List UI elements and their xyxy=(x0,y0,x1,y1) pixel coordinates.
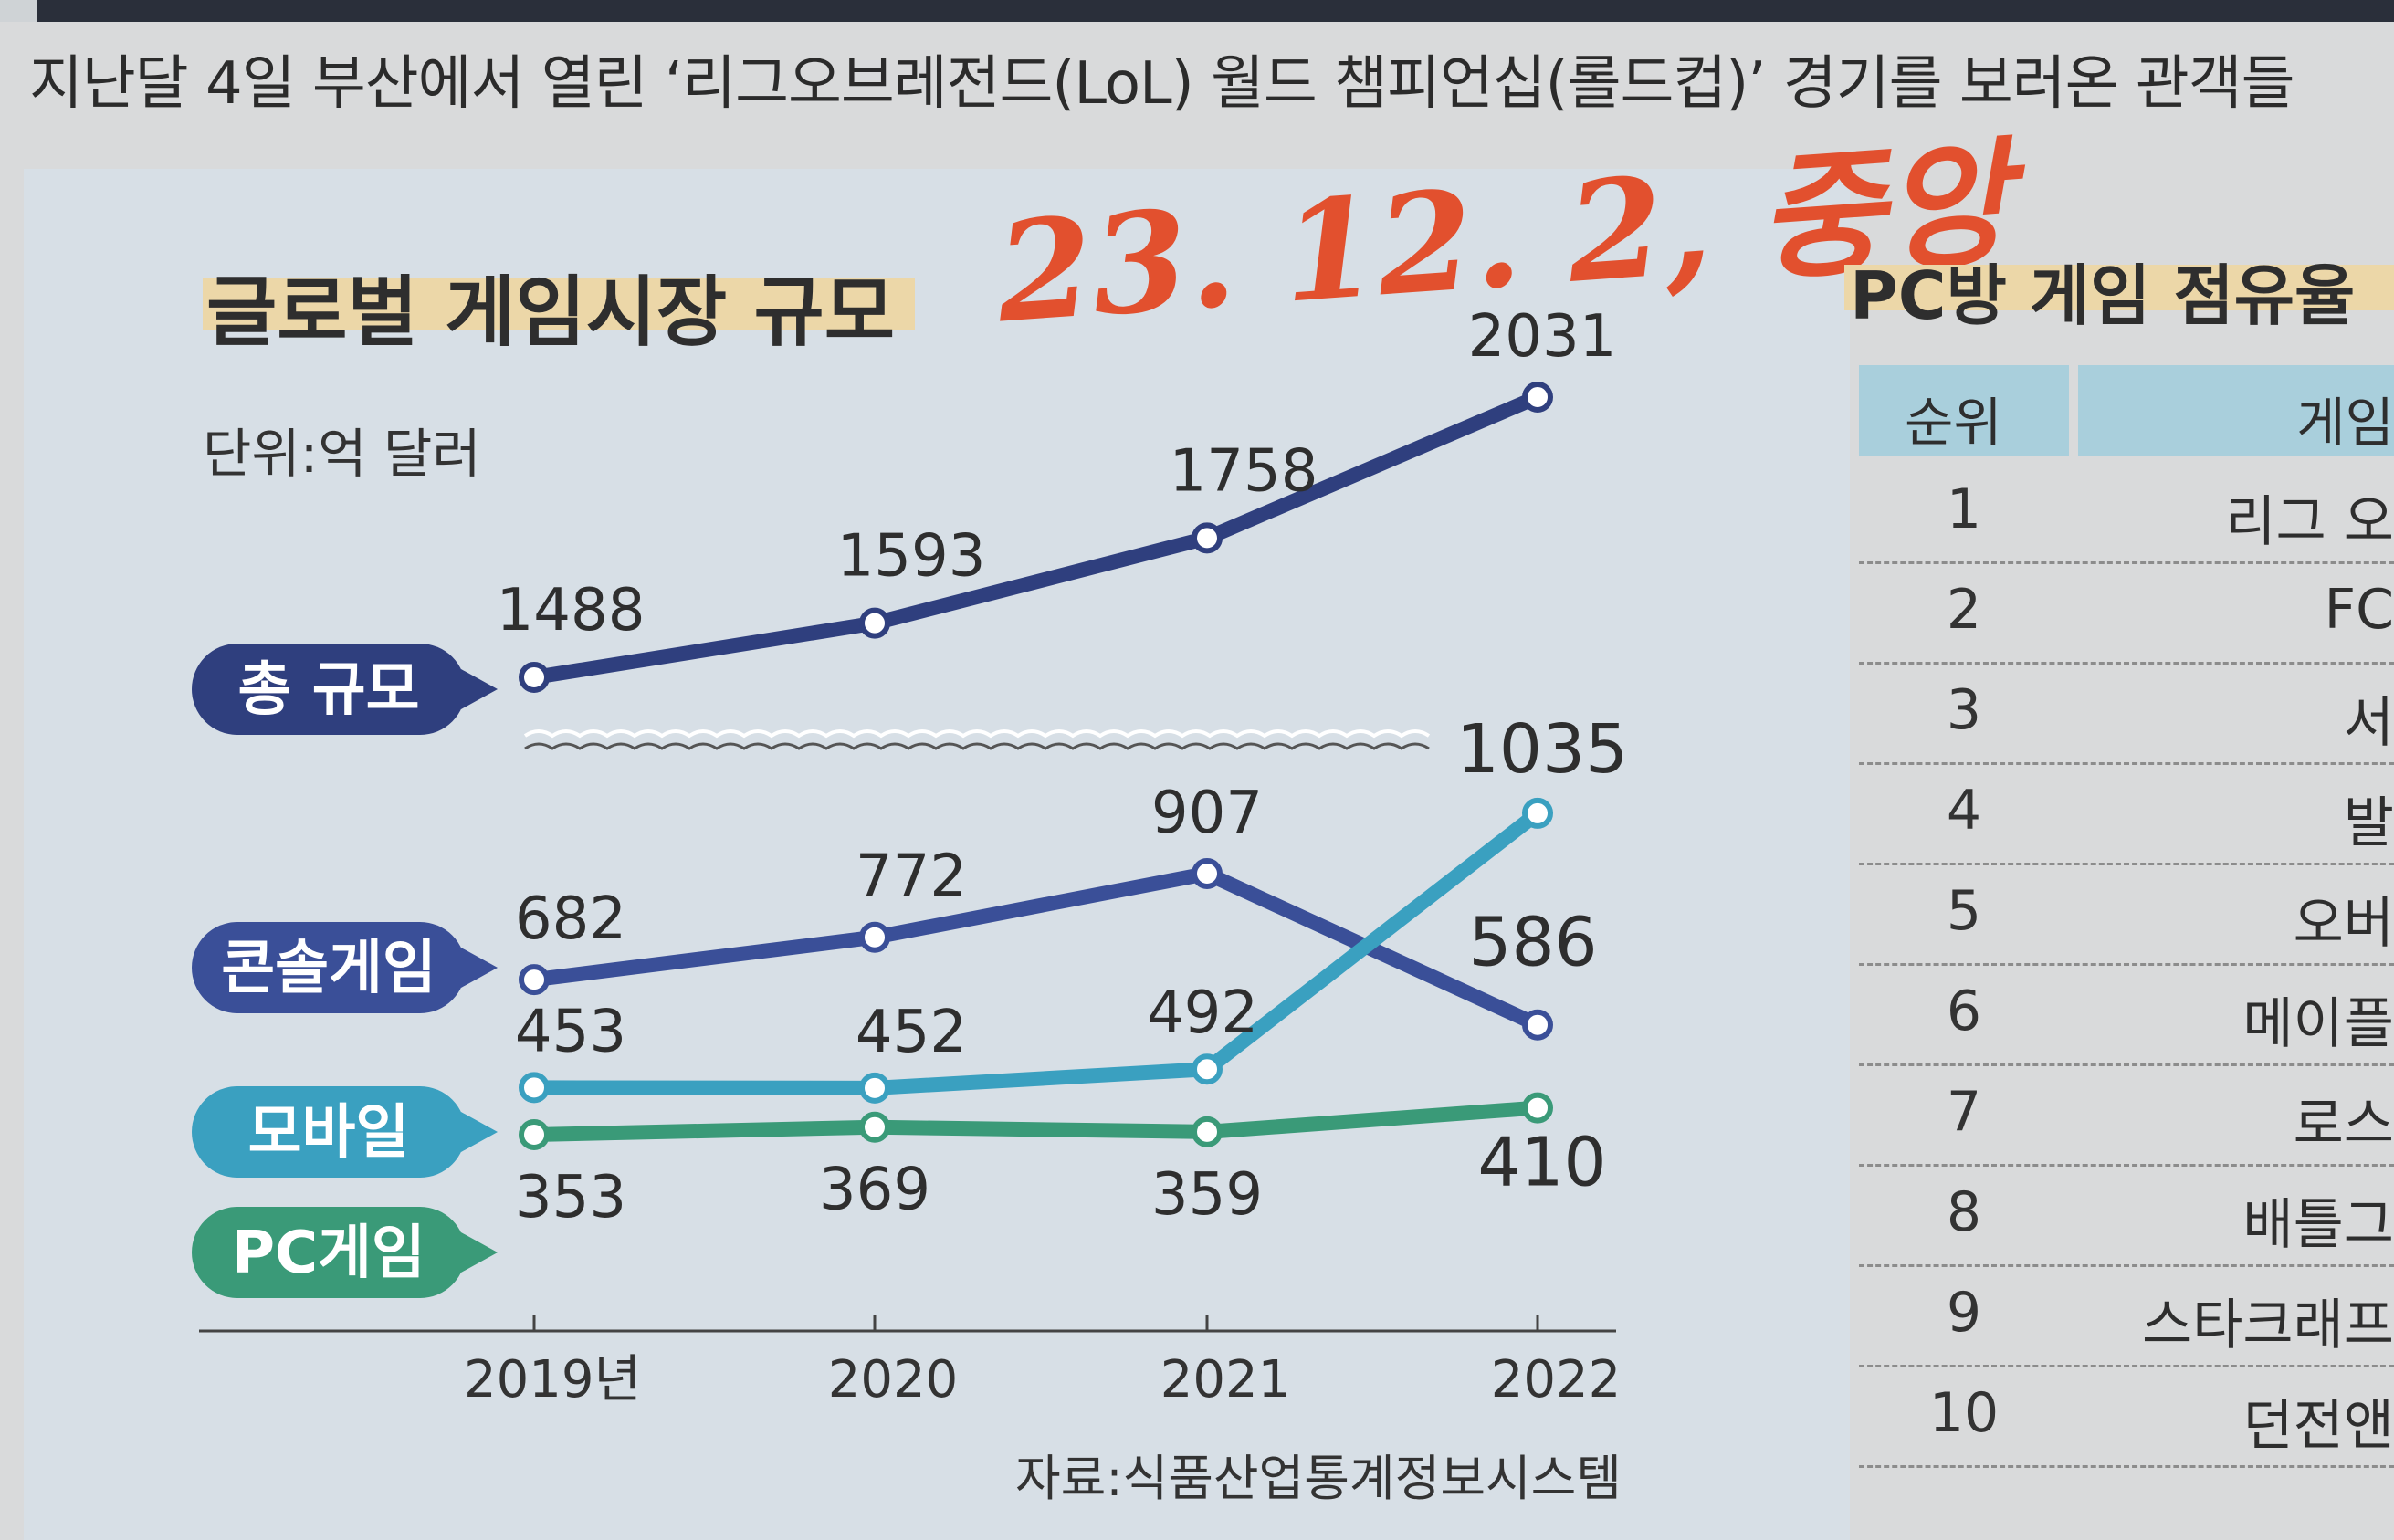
game-cell: 리그 오 xyxy=(2225,490,2394,554)
data-point xyxy=(1522,797,1553,829)
game-cell: 로스 xyxy=(2293,1093,2394,1157)
game-cell: 던전앤 xyxy=(2242,1394,2394,1458)
data-label: 492 xyxy=(1147,980,1258,1047)
data-label: 369 xyxy=(819,1157,930,1224)
data-point xyxy=(1522,382,1553,413)
data-label: 1758 xyxy=(1170,437,1318,505)
legend-pill xyxy=(192,1086,466,1178)
data-point xyxy=(1192,1053,1223,1085)
table-row: 5 오버 xyxy=(1859,863,2394,966)
data-label: 410 xyxy=(1477,1124,1606,1202)
rank-cell: 6 xyxy=(1946,980,1982,1043)
series-line xyxy=(527,1100,1545,1142)
data-point xyxy=(519,964,550,996)
legend-pointer xyxy=(461,1232,498,1273)
data-point xyxy=(1522,1009,1553,1041)
legend-pill xyxy=(192,922,466,1013)
table-row: 6 메이플 xyxy=(1859,963,2394,1066)
data-point xyxy=(1522,1092,1553,1124)
data-label: 2031 xyxy=(1468,303,1617,371)
photo-strip xyxy=(37,0,2394,22)
data-label: 907 xyxy=(1151,780,1263,847)
table-header-game: 게임 xyxy=(2078,365,2394,456)
data-point xyxy=(1192,858,1223,889)
rank-cell: 5 xyxy=(1946,879,1982,943)
data-point xyxy=(519,1072,550,1104)
data-label: 452 xyxy=(856,999,967,1066)
game-cell: 서 xyxy=(2343,691,2394,755)
data-label: 1593 xyxy=(837,523,986,591)
data-label: 1488 xyxy=(497,577,646,644)
table-row: 10 던전앤 xyxy=(1859,1365,2394,1468)
chart-title: 글로벌 게임시장 규모 xyxy=(206,267,896,357)
axis-break-wave xyxy=(524,742,1430,750)
chart-source: 자료:식품산업통계정보시스템 xyxy=(1015,1450,1622,1507)
legend-label: 총 규모 xyxy=(238,656,420,724)
photo-caption: 지난달 4일 부산에서 열린 ‘리그오브레전드(LoL) 월드 챔피언십(롤드컵… xyxy=(29,50,2295,118)
game-cell: 발 xyxy=(2343,791,2394,855)
header-game-label: 게임 xyxy=(2296,392,2394,454)
x-tick-label: 2019년 xyxy=(464,1350,641,1409)
data-label: 353 xyxy=(515,1164,626,1231)
data-point xyxy=(859,1072,890,1104)
table-row: 2 FC xyxy=(1859,561,2394,665)
series-line xyxy=(527,866,1545,1032)
rank-cell: 7 xyxy=(1946,1080,1982,1144)
legend-pointer xyxy=(461,948,498,988)
series-line xyxy=(527,805,1545,1095)
rank-cell: 1 xyxy=(1946,477,1982,541)
data-label: 586 xyxy=(1468,904,1597,982)
x-tick-label: 2022 xyxy=(1491,1350,1622,1409)
table-row: 8 배틀그 xyxy=(1859,1164,2394,1267)
legend-label: 콘솔게임 xyxy=(221,935,436,1002)
title-highlight xyxy=(203,278,915,330)
table-row: 1 리그 오 xyxy=(1859,461,2394,564)
data-label: 453 xyxy=(515,998,626,1065)
data-label: 682 xyxy=(515,885,626,953)
data-point xyxy=(1192,1116,1223,1147)
game-cell: FC xyxy=(2324,578,2394,642)
table-row: 9 스타크래프 xyxy=(1859,1264,2394,1367)
data-label: 359 xyxy=(1151,1161,1263,1229)
data-label: 1035 xyxy=(1456,710,1628,789)
legend-label: 모바일 xyxy=(248,1099,410,1167)
data-point xyxy=(519,1119,550,1150)
data-point xyxy=(859,1111,890,1143)
rank-cell: 9 xyxy=(1946,1281,1982,1345)
axis-break-wave xyxy=(523,729,1431,739)
legend-pill xyxy=(192,1207,466,1298)
right-title-highlight xyxy=(1844,265,2394,310)
x-tick-label: 2020 xyxy=(828,1350,959,1409)
chart-unit-label: 단위:억 달러 xyxy=(203,423,481,485)
rank-cell: 10 xyxy=(1928,1381,2000,1445)
game-cell: 메이플 xyxy=(2242,992,2394,1056)
legend-pill xyxy=(192,644,466,735)
data-label: 772 xyxy=(856,843,967,911)
rank-cell: 3 xyxy=(1946,678,1982,742)
data-point xyxy=(1192,522,1223,554)
x-tick-label: 2021 xyxy=(1160,1350,1291,1409)
pc-bang-title: PC방 게임 점유율 xyxy=(1850,257,2356,334)
legend-label: PC게임 xyxy=(232,1220,425,1287)
legend-pointer xyxy=(461,1112,498,1152)
data-point xyxy=(519,662,550,693)
rank-cell: 8 xyxy=(1946,1180,1982,1244)
series-line xyxy=(527,390,1545,685)
data-point xyxy=(859,921,890,953)
game-cell: 오버 xyxy=(2293,892,2394,956)
game-cell: 배틀그 xyxy=(2242,1193,2394,1257)
header-rank-label: 순위 xyxy=(1905,392,2002,454)
legend-pointer xyxy=(461,669,498,709)
rank-cell: 2 xyxy=(1946,578,1982,642)
table-row: 7 로스 xyxy=(1859,1063,2394,1167)
data-point xyxy=(859,607,890,639)
table-header-rank: 순위 xyxy=(1859,365,2069,456)
game-cell: 스타크래프 xyxy=(2142,1294,2394,1357)
rank-cell: 4 xyxy=(1946,779,1982,843)
